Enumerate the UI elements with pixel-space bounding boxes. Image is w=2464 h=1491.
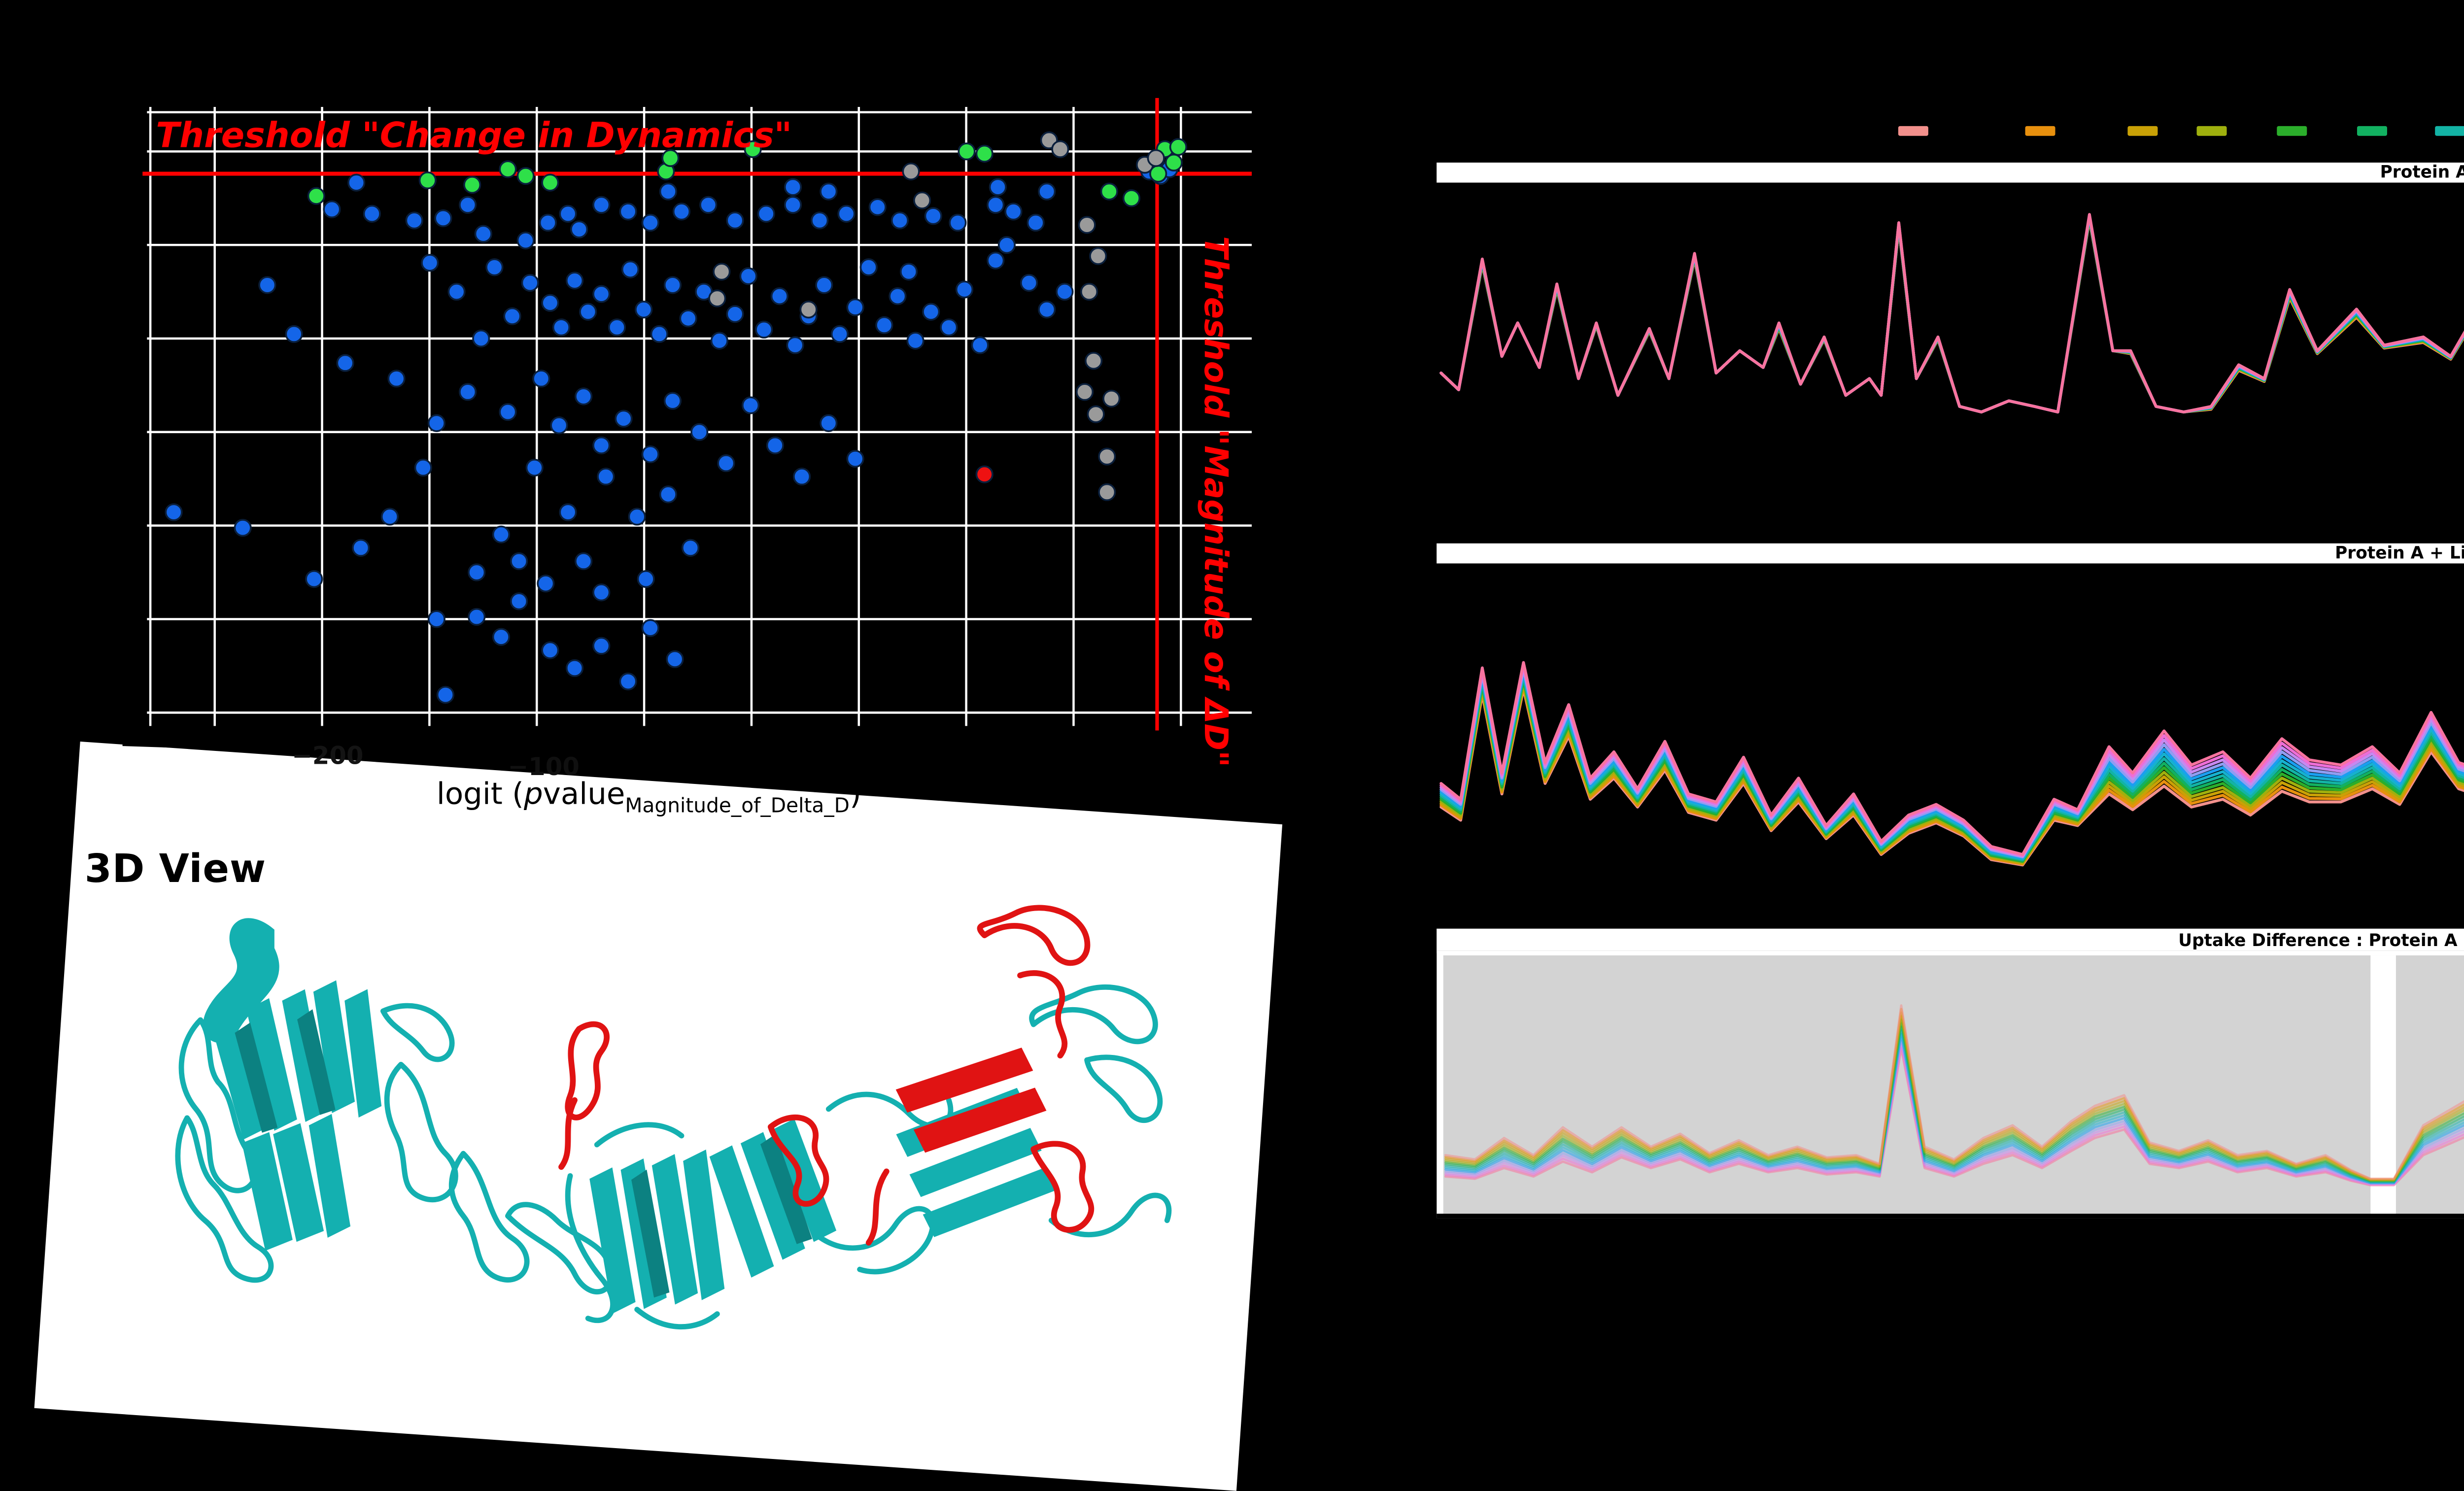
uptake-chart-protein-a-ligand[interactable] [1437, 563, 2464, 913]
x-label-suffix: ) [850, 777, 861, 813]
panel-title-protein-a-ligand-text: Protein A + Ligand [2335, 542, 2464, 563]
volcano-plot[interactable]: Threshold "Change in Dynamics" Threshold … [0, 0, 1336, 891]
x-label-value: value [543, 777, 625, 813]
x-label-p: p [523, 777, 543, 813]
volcano-title: Threshold "Change in Dynamics" [156, 115, 792, 155]
volcano-right-threshold-label: Threshold "Magnitude of ΔD" [1197, 236, 1234, 767]
panel-title-uptake-difference: Uptake Difference : Protein A - (Protein… [1437, 928, 2464, 953]
panel-title-uptake-difference-text: Uptake Difference : Protein A - (Protein… [2178, 929, 2464, 949]
panel-title-protein-a-ligand: Protein A + Ligand [1437, 542, 2464, 564]
x-label-subscript: Magnitude_of_Delta_D [625, 796, 850, 819]
x-label-prefix: logit ( [436, 777, 524, 813]
timepoint-legend [1898, 126, 2464, 136]
volcano-x-tick-200: −200 [292, 742, 364, 771]
panel-title-protein-a-text: Protein A [2380, 161, 2464, 182]
protein-ribbon-image [175, 905, 1172, 1330]
uptake-difference-chart[interactable] [1437, 950, 2464, 1219]
volcano-x-tick-100: −100 [508, 752, 580, 782]
volcano-x-axis-label: logit (pvalueMagnitude_of_Delta_D) [436, 777, 861, 819]
uptake-chart-protein-a[interactable] [1437, 183, 2464, 526]
panel-title-protein-a: Protein A [1437, 161, 2464, 183]
3d-view-title: 3D View [84, 848, 266, 893]
